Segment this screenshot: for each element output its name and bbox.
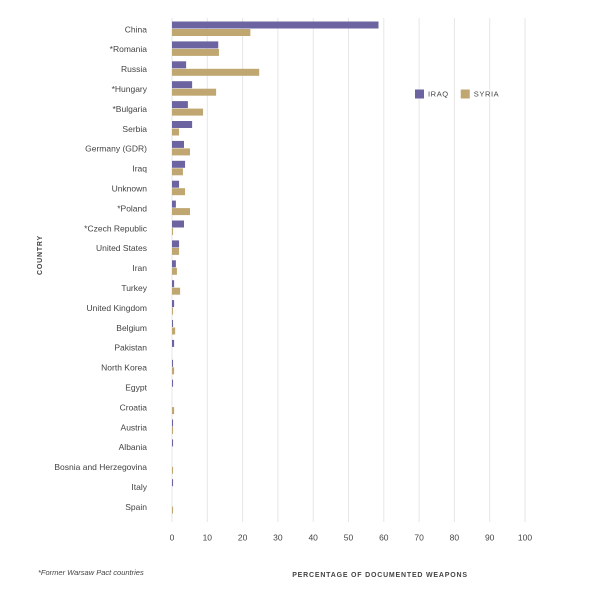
bar <box>172 479 174 487</box>
bar <box>172 168 183 176</box>
y-tick-label: United Kingdom <box>87 303 147 313</box>
bar <box>172 21 379 29</box>
y-tick-label: Egypt <box>125 382 147 392</box>
bar <box>172 287 181 295</box>
bar <box>172 160 186 168</box>
bar <box>172 140 185 148</box>
bar <box>172 307 174 315</box>
bar <box>172 200 176 208</box>
y-tick-label: United States <box>96 243 147 253</box>
bar <box>172 121 193 128</box>
x-axis-title: PERCENTAGE OF DOCUMENTED WEAPONS <box>292 572 468 579</box>
bar <box>172 220 185 228</box>
y-tick-label: Iran <box>132 263 147 273</box>
y-tick-label: China <box>125 24 147 34</box>
bar <box>172 419 174 427</box>
y-tick-label: Germany (GDR) <box>85 144 147 154</box>
bar <box>172 41 219 49</box>
y-tick-label: Bosnia and Herzegovina <box>54 462 147 472</box>
y-tick-label: *Bulgaria <box>113 104 148 114</box>
x-tick-label: 90 <box>485 532 495 542</box>
bar <box>172 188 186 196</box>
y-tick-label: North Korea <box>101 363 147 373</box>
bar <box>172 228 174 235</box>
bar <box>172 339 175 347</box>
bar <box>172 148 191 156</box>
y-tick-label: Spain <box>125 502 147 512</box>
bar <box>172 61 187 69</box>
bar <box>172 320 174 327</box>
bar <box>172 29 251 36</box>
legend-swatch <box>460 89 470 99</box>
y-tick-label: *Romania <box>110 44 148 54</box>
bar <box>172 327 176 335</box>
bar <box>172 407 175 415</box>
legend-label: IRAQ <box>428 89 449 98</box>
bar <box>172 439 174 447</box>
bar <box>172 260 176 268</box>
bar <box>172 48 219 56</box>
bar <box>172 247 180 255</box>
y-tick-label: Iraq <box>132 164 147 174</box>
bar <box>172 240 180 248</box>
y-tick-label: *Hungary <box>112 84 148 94</box>
x-tick-label: 10 <box>203 532 213 542</box>
bar <box>172 180 180 188</box>
x-tick-label: 30 <box>273 532 283 542</box>
bar <box>172 68 260 76</box>
x-tick-label: 0 <box>170 532 175 542</box>
y-tick-label: Belgium <box>116 323 147 333</box>
y-tick-label: Croatia <box>120 402 148 412</box>
bar <box>172 466 174 474</box>
y-tick-label: Russia <box>121 64 147 74</box>
bar <box>172 367 175 375</box>
bar <box>172 88 217 96</box>
y-tick-label: Serbia <box>122 124 147 134</box>
y-tick-label: *Poland <box>117 203 147 213</box>
bar <box>172 108 204 116</box>
bar <box>172 300 175 308</box>
y-tick-label: Pakistan <box>114 343 147 353</box>
y-axis-title: COUNTRY <box>37 235 44 275</box>
x-tick-label: 70 <box>414 532 424 542</box>
footnote: *Former Warsaw Pact countries <box>38 568 144 577</box>
bar <box>172 359 174 367</box>
bar <box>172 101 188 109</box>
y-tick-label: Austria <box>121 422 148 432</box>
bar <box>172 379 174 387</box>
y-tick-label: Albania <box>119 442 148 452</box>
legend-swatch <box>415 89 424 99</box>
x-tick-label: 60 <box>379 532 389 542</box>
x-tick-label: 20 <box>238 532 248 542</box>
bar <box>172 208 191 216</box>
y-tick-label: Unknown <box>112 183 148 193</box>
x-tick-label: 80 <box>450 532 460 542</box>
x-tick-label: 100 <box>518 532 532 542</box>
bar <box>172 267 177 275</box>
y-tick-label: Italy <box>131 482 147 492</box>
bar <box>172 427 174 434</box>
bar <box>172 506 174 514</box>
x-tick-label: 50 <box>344 532 354 542</box>
y-tick-label: Turkey <box>121 283 147 293</box>
bar <box>172 128 180 136</box>
legend-label: SYRIA <box>474 89 500 98</box>
x-tick-label: 40 <box>308 532 318 542</box>
bar <box>172 81 193 89</box>
y-tick-label: *Czech Republic <box>84 223 148 233</box>
bar <box>172 280 175 288</box>
